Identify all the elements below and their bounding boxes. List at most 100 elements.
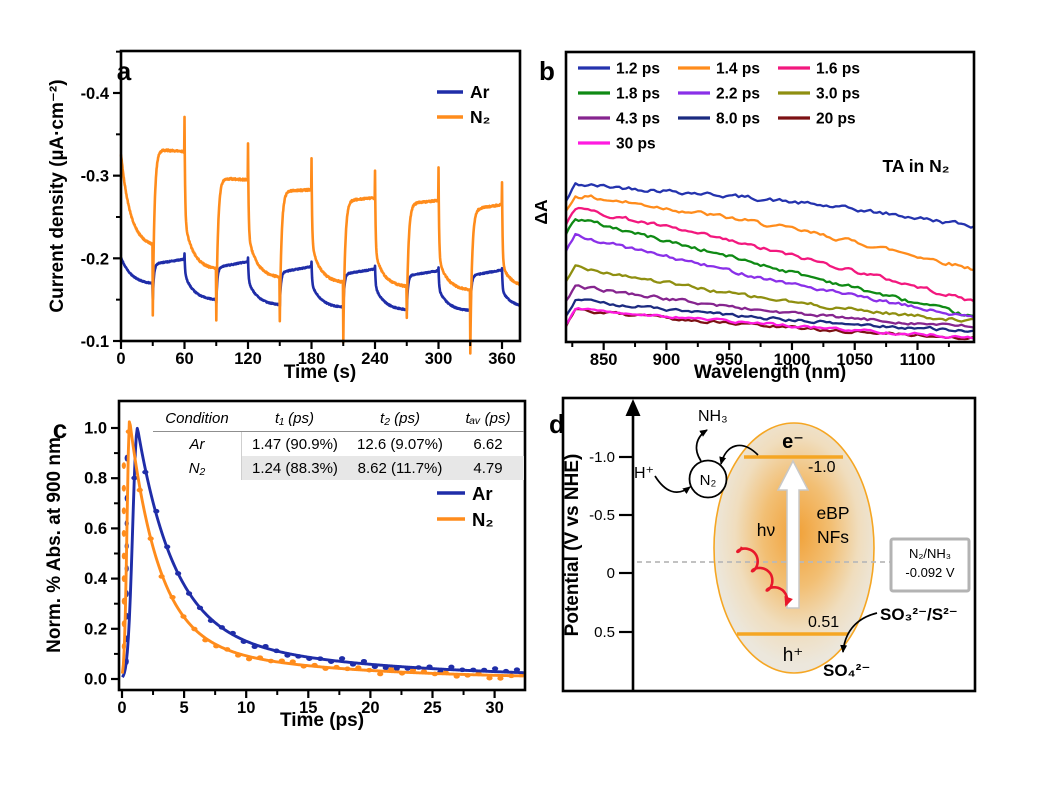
panel-b-annotation: TA in N₂ (882, 156, 949, 176)
ta-spectrum-line-1.4ps (565, 194, 975, 272)
legend-b-label: 1.4 ps (716, 61, 760, 78)
panel-c-x-tick-label: 20 (361, 699, 379, 717)
panel-a-y-tick-label: -0.1 (81, 333, 109, 351)
material-label-line1: eBP (816, 503, 849, 523)
panel-a-y-tick-label: -0.2 (81, 250, 109, 268)
panel-b-frame (564, 50, 976, 344)
legend-c-ar-label: Ar (472, 483, 493, 504)
fit-parameters-table: Condition t₁ (ps) t₂ (ps) tₐᵥ (ps) Ar 1.47 (9… (153, 406, 524, 480)
table-cell: 6.62 (473, 435, 503, 453)
panel-a-plot-layer: 0 60 120 180 240 300 360 -0.4 -0.3 -0.2 -0.1 (81, 49, 522, 368)
fit-line-N₂ (120, 420, 525, 678)
panel-a-y-tick-label: -0.4 (81, 85, 110, 103)
photon-label: hν (757, 520, 776, 540)
electron-label: e⁻ (782, 431, 804, 453)
panel-a-x-tick-label: 240 (361, 350, 389, 368)
panel-a-y-tick-label: -0.3 (81, 168, 109, 186)
panel-label-d: d (549, 409, 565, 439)
ta-spectrum-line-4.3ps (565, 284, 975, 329)
potential-tick-label: 0.5 (594, 624, 615, 641)
potential-axis-arrowhead-icon (625, 399, 641, 416)
data-point-Ar (513, 667, 521, 672)
so3-s2-label: SO₃²⁻/S²⁻ (880, 605, 958, 624)
legend-b-label: 20 ps (816, 111, 856, 128)
legend-b-label: 8.0 ps (716, 111, 760, 128)
panel-label-c: c (53, 414, 67, 444)
panel-a-x-tick-label: 60 (175, 350, 193, 368)
panel-c-plot-layer: 0 5 10 15 20 25 30 0.0 0.2 0.4 0.6 0.8 1.0 (84, 399, 527, 717)
panel-c-x-tick-label: 5 (180, 699, 189, 717)
h-plus-label: H⁺ (634, 465, 654, 482)
panel-a-x-tick-label: 300 (425, 350, 453, 368)
legend-b-label: 1.2 ps (616, 61, 660, 78)
panel-c-frame (117, 399, 527, 692)
legend-b-label: 30 ps (616, 136, 656, 153)
series-N₂-photocurrent-line (119, 115, 521, 355)
ta-spectrum-line-3.0ps (565, 264, 975, 323)
series-Ar-photocurrent-line (119, 252, 521, 313)
panel-c-y-axis-title: Norm. % Abs. at 900 nm (44, 437, 65, 653)
ta-spectrum-line-1.2ps (565, 182, 975, 229)
data-point-N₂ (121, 484, 126, 492)
n2-to-nh3-arrow (695, 429, 708, 462)
n2-molecule-circle (688, 459, 728, 499)
panel-c-y-tick-label: 0.8 (84, 470, 107, 488)
material-label-line2: NFs (817, 527, 849, 547)
data-point-Ar (338, 656, 346, 661)
legend-c-n2-label: N₂ (472, 509, 494, 530)
panel-c-x-axis-title: Time (ps) (280, 710, 364, 731)
n2-molecule-label: N₂ (700, 472, 717, 489)
legend-b-label: 1.8 ps (616, 86, 660, 103)
panel-a-frame (119, 49, 522, 343)
data-point-N₂ (121, 462, 126, 470)
data-point-N₂ (121, 552, 126, 560)
table-header-cell: Condition (153, 406, 241, 432)
ta-spectrum-line-8.0ps (565, 298, 975, 333)
vb-potential-value: 0.51 (808, 614, 839, 631)
redox-potential-label: -0.092 V (905, 565, 954, 580)
panel-a-x-tick-label: 0 (116, 350, 125, 368)
table-cell: 8.62 (11.7%) (348, 456, 452, 480)
legend-b-label: 1.6 ps (816, 61, 860, 78)
hole-label: h⁺ (783, 645, 804, 666)
panel-c-y-tick-label: 1.0 (84, 420, 107, 438)
table-cell: 1.47 (90.9%) (241, 432, 348, 456)
panel-c-x-tick-label: 30 (485, 699, 503, 717)
panel-c-x-tick-label: 10 (237, 699, 255, 717)
panel-b-x-tick-label: 1100 (900, 351, 936, 369)
table-header-cell: t₂ (ps) (348, 406, 452, 432)
ta-spectrum-line-30ps (565, 307, 975, 340)
potential-tick-label: -1.0 (589, 449, 615, 466)
redox-couple-label: N₂/NH₃ (909, 546, 951, 561)
panel-d-y-axis-title: Potential (V vs NHE) (562, 454, 583, 637)
table-cell: 12.6 (9.07%) (357, 435, 443, 453)
potential-tick-label: 0 (607, 565, 615, 582)
nh3-label: NH₃ (698, 408, 728, 425)
cb-potential-value: -1.0 (808, 459, 836, 476)
panel-c-y-tick-label: 0.0 (84, 671, 107, 689)
redox-couple-box (889, 537, 971, 593)
panel-a-x-tick-label: 360 (488, 350, 516, 368)
panel-b-x-tick-label: 900 (653, 351, 681, 369)
electron-to-n2-arrow (719, 444, 759, 465)
photon-wavy-arrow (735, 546, 793, 607)
data-point-N₂ (377, 671, 384, 677)
panel-a-x-axis-title: Time (s) (284, 362, 357, 383)
table-cell: 4.79 (452, 456, 524, 480)
table-cell: 1.24 (88.3%) (241, 456, 348, 480)
so4-label: SO₄²⁻ (823, 661, 870, 680)
data-point-N₂ (497, 676, 504, 681)
potential-tick-label: -0.5 (589, 507, 615, 524)
legend-a-n2-label: N₂ (470, 107, 490, 127)
h-plus-to-n2-arrow (654, 475, 691, 495)
data-point-N₂ (121, 507, 126, 515)
panel-b-x-tick-label: 1050 (836, 351, 873, 369)
panel-c-y-tick-label: 0.4 (84, 570, 108, 588)
table-header-cell: t₁ (ps) (241, 406, 348, 432)
panel-b-x-tick-label: 950 (715, 351, 743, 369)
ta-spectrum-line-1.8ps (564, 218, 975, 318)
panel-b-x-tick-label: 850 (590, 351, 618, 369)
panel-c-y-tick-label: 0.2 (84, 620, 107, 638)
